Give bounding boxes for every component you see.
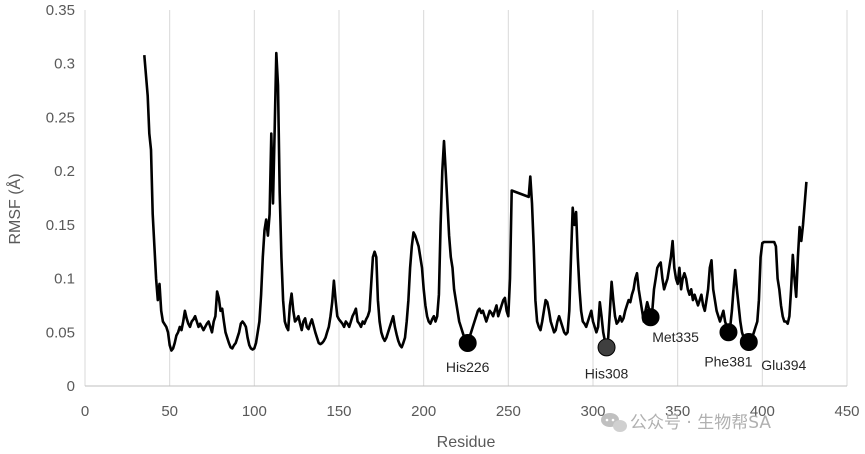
annotation-marker-his308 (597, 338, 616, 357)
gridlines (84, 10, 848, 386)
x-axis-title: Residue (437, 434, 496, 451)
annotation-marker-phe381 (719, 323, 738, 342)
chat-bubbles-icon (601, 413, 627, 432)
y-axis-ticks: 0 0.05 0.1 0.15 0.2 0.25 0.3 0.35 (46, 2, 75, 395)
x-tick-label: 150 (326, 403, 351, 420)
watermark-text: 公众号 · 生物帮SA (630, 413, 771, 433)
x-tick-label: 100 (242, 403, 267, 420)
y-axis-title: RMSF (Å) (5, 173, 24, 244)
y-tick-label: 0 (67, 378, 75, 395)
annotation-label-his308: His308 (585, 365, 629, 381)
rmsf-series-line (143, 51, 808, 352)
y-tick-label: 0.05 (46, 324, 75, 341)
annotation-label-his226: His226 (446, 359, 490, 375)
y-tick-label: 0.3 (54, 56, 75, 73)
x-axis-ticks: 0 50 100 150 200 250 300 350 400 450 (81, 403, 860, 420)
x-tick-label: 350 (665, 403, 690, 420)
residue-annotations: His226 His308 Met335 Phe381 Glu394 (446, 308, 807, 381)
annotation-marker-his226 (458, 334, 477, 353)
x-tick-label: 400 (750, 403, 775, 420)
y-tick-label: 0.1 (54, 271, 75, 288)
y-tick-label: 0.25 (46, 109, 75, 126)
annotation-label-met335: Met335 (652, 329, 699, 345)
annotation-label-glu394: Glu394 (761, 357, 806, 373)
x-tick-label: 450 (834, 403, 859, 420)
annotation-label-phe381: Phe381 (704, 353, 752, 369)
x-tick-label: 250 (496, 403, 521, 420)
annotation-marker-met335 (641, 308, 660, 327)
x-tick-label: 200 (411, 403, 436, 420)
x-tick-label: 50 (161, 403, 178, 420)
annotation-marker-glu394 (739, 332, 758, 351)
y-tick-label: 0.35 (46, 2, 75, 19)
x-tick-label: 300 (580, 403, 605, 420)
watermark: 公众号 · 生物帮SA (601, 413, 771, 433)
y-tick-label: 0.15 (46, 217, 75, 234)
y-tick-label: 0.2 (54, 163, 75, 180)
x-tick-label: 0 (81, 403, 89, 420)
